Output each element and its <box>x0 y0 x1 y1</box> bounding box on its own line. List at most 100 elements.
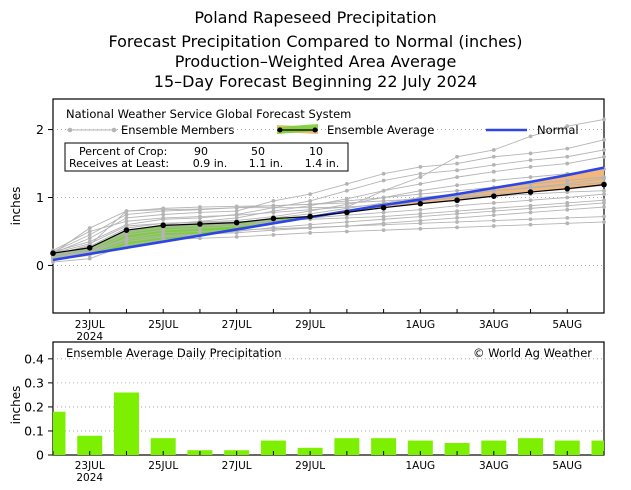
ensemble-member-point <box>528 210 533 215</box>
ensemble-member-point <box>528 222 533 227</box>
ensemble-member-point <box>418 188 423 193</box>
ensemble-member-point <box>381 217 386 222</box>
ensemble-member-point <box>455 168 459 173</box>
ensemble-member-point <box>455 188 459 193</box>
ensemble-member-point <box>528 203 533 208</box>
bottom-y-tick-label: 0.1 <box>24 423 44 438</box>
legend-members-label: Ensemble Members <box>121 123 234 137</box>
top-panel-title: National Weather Service Global Forecast… <box>66 107 351 121</box>
ensemble-member-point <box>308 192 313 197</box>
daily-precip-bar <box>260 440 286 455</box>
ensemble-member-point <box>234 235 239 239</box>
ensemble-member-point <box>565 215 570 220</box>
ensemble-member-point <box>455 209 459 213</box>
ensemble-member-point <box>418 165 423 169</box>
legend-ensemble-members: Ensemble Members <box>67 123 234 137</box>
ensemble-member-point <box>602 220 606 224</box>
ensemble-average-point <box>527 189 534 195</box>
ensemble-member-point <box>161 230 166 235</box>
ensemble-member-point <box>87 226 92 230</box>
ensemble-member-point <box>308 230 313 235</box>
ensemble-member-point <box>565 195 570 200</box>
ensemble-average-point <box>344 209 350 216</box>
crop-row1-value-50: 50 <box>251 145 265 158</box>
ensemble-member-point <box>491 148 496 152</box>
top-x-tick-label: 23JUL <box>75 319 105 331</box>
ensemble-member-point <box>418 221 423 226</box>
ensemble-member-point <box>565 203 570 208</box>
ensemble-average-line <box>52 184 605 254</box>
ensemble-member-point <box>198 214 202 219</box>
ensemble-member-point <box>87 256 92 261</box>
bottom-panel-title: Ensemble Average Daily Precipitation <box>66 346 282 360</box>
ensemble-member-point <box>344 215 349 220</box>
ensemble-member-point <box>87 241 92 246</box>
ensemble-member-point <box>602 137 606 142</box>
ensemble-member-line <box>52 216 605 258</box>
ensemble-member-point <box>234 215 239 220</box>
ensemble-member-point <box>565 146 570 151</box>
ensemble-member-point <box>344 224 349 228</box>
ensemble-member-point <box>124 212 129 217</box>
top-y-axis-label: inches <box>9 187 23 226</box>
ensemble-member-line <box>52 199 605 254</box>
ensemble-member-point <box>418 192 423 197</box>
ensemble-member-point <box>381 214 386 219</box>
top-y-tick-label: 2 <box>36 122 44 137</box>
ensemble-member-line <box>52 190 605 253</box>
ensemble-member-point <box>161 228 166 233</box>
ensemble-member-point <box>381 188 386 193</box>
daily-precip-bar <box>77 435 103 455</box>
ensemble-member-point <box>124 209 129 213</box>
ensemble-member-point <box>491 213 496 218</box>
ensemble-member-point <box>528 186 533 190</box>
legend-members-marker-left <box>67 127 73 133</box>
daily-precip-bar <box>554 440 580 455</box>
ensemble-member-point <box>602 205 606 209</box>
ensemble-member-point <box>528 165 533 169</box>
ensemble-average-point <box>601 181 607 188</box>
ensemble-member-point <box>528 175 533 180</box>
chart-subtitle-3: 15–Day Forecast Beginning 22 July 2024 <box>153 72 478 91</box>
ensemble-member-point <box>161 209 166 213</box>
ensemble-member-point <box>124 243 129 247</box>
ensemble-member-point <box>491 206 496 211</box>
ensemble-member-point <box>234 204 239 209</box>
copyright-annotation: © World Ag Weather <box>473 346 592 360</box>
legend-average-marker-right <box>312 127 318 133</box>
top-x-tick-label: 25JUL <box>148 319 178 331</box>
ensemble-member-point <box>87 232 92 237</box>
ensemble-member-line <box>52 149 605 253</box>
ensemble-average-point <box>270 215 277 222</box>
ensemble-member-point <box>455 215 459 220</box>
ensemble-average-point <box>160 222 166 229</box>
ensemble-member-line <box>52 168 605 256</box>
legend-average-label: Ensemble Average <box>327 123 434 137</box>
ensemble-member-point <box>565 221 570 226</box>
top-x-tick-label: 3AUG <box>479 319 509 331</box>
ensemble-member-point <box>271 203 276 208</box>
ensemble-member-point <box>198 210 202 215</box>
ensemble-member-point <box>308 207 313 212</box>
ensemble-member-point <box>308 226 313 230</box>
ensemble-average-point <box>564 185 571 192</box>
ensemble-member-point <box>344 188 349 193</box>
ensemble-member-point <box>602 198 606 203</box>
daily-precip-bar <box>407 440 433 455</box>
legend-members-marker-right <box>111 127 117 133</box>
bottom-x-tick-label: 5AUG <box>552 460 582 472</box>
ensemble-member-point <box>124 224 129 228</box>
top-x-tick-label: 1AUG <box>405 319 435 331</box>
crop-row1-label: Percent of Crop: <box>79 145 167 158</box>
crop-percent-table: Percent of Crop: 90 50 10 Receives at Le… <box>64 142 349 172</box>
ensemble-member-point <box>455 154 459 159</box>
ensemble-member-point <box>528 198 533 203</box>
ensemble-member-point <box>381 171 386 176</box>
daily-precip-bar <box>334 438 360 455</box>
daily-precip-bar <box>371 438 397 455</box>
ensemble-member-point <box>381 228 386 233</box>
daily-precip-bar <box>518 438 544 455</box>
ensemble-member-point <box>198 236 202 241</box>
ensemble-member-line <box>52 193 605 257</box>
